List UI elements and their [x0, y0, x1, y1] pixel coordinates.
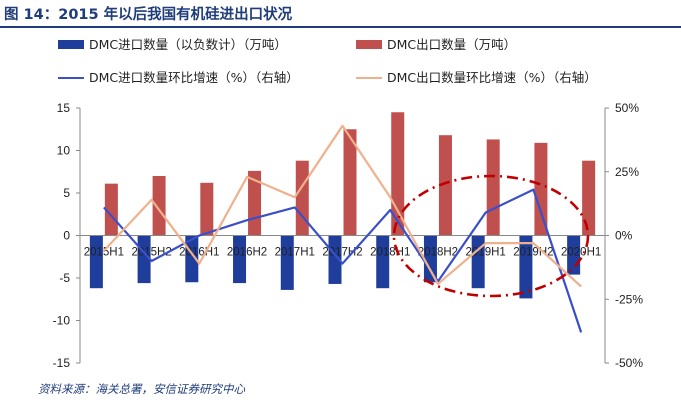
- source-note: 资料来源：海关总署，安信证券研究中心: [38, 382, 245, 396]
- figure-title: 图 14：2015 年以后我国有机硅进出口状况: [4, 7, 293, 23]
- legend-label-export-line: DMC出口数量环比增速（%）（右轴）: [387, 70, 597, 85]
- bar-import: [89, 235, 103, 289]
- bar-import: [233, 235, 247, 284]
- highlight-ellipse: [392, 174, 590, 298]
- x-tick-label: 2016H2: [227, 247, 267, 259]
- title-divider: [0, 26, 681, 28]
- y2-tick-label: 25%: [615, 165, 639, 179]
- y-tick-label: -5: [59, 271, 70, 285]
- bar-import: [328, 235, 342, 284]
- y-tick-label: -10: [53, 314, 71, 328]
- bar-export: [343, 129, 357, 236]
- legend-swatch-export-bar: [356, 40, 382, 49]
- y-tick-label: 15: [57, 101, 71, 115]
- x-tick-label: 2020H1: [561, 247, 601, 259]
- bar-import: [185, 235, 199, 283]
- legend-swatch-import-bar: [58, 40, 84, 49]
- bar-export: [582, 160, 596, 236]
- x-tick-label: 2017H1: [275, 247, 315, 259]
- bar-import: [423, 235, 437, 283]
- x-tick-label: 2015H1: [84, 247, 124, 259]
- bar-export: [534, 142, 548, 236]
- y2-tick-label: -25%: [615, 292, 643, 306]
- bar-export: [295, 160, 309, 236]
- y2-tick-label: 50%: [615, 101, 639, 115]
- x-tick-label: 2018H2: [418, 247, 458, 259]
- x-tick-label: 2019H1: [466, 247, 506, 259]
- bar-export: [486, 139, 500, 236]
- y-tick-label: 5: [63, 186, 70, 200]
- x-tick-label: 2018H1: [370, 247, 410, 259]
- bar-import: [471, 235, 485, 289]
- bar-import: [519, 235, 533, 299]
- y2-tick-label: -50%: [615, 356, 643, 370]
- bar-import: [376, 235, 390, 289]
- x-tick-label: 2016H1: [179, 247, 219, 259]
- y-tick-label: 10: [57, 144, 71, 158]
- y2-tick-label: 0%: [615, 229, 633, 243]
- line-export-growth: [103, 124, 582, 288]
- legend-label-export-bar: DMC出口数量（万吨）: [387, 37, 516, 52]
- legend-label-import-line: DMC进口数量环比增速（%）（右轴）: [89, 70, 299, 85]
- bar-export: [438, 135, 452, 236]
- y-tick-label: -15: [53, 356, 71, 370]
- x-tick-label: 2019H2: [513, 247, 553, 259]
- bar-import: [280, 235, 294, 290]
- legend-label-import-bar: DMC进口数量（以负数计）（万吨）: [89, 37, 287, 52]
- legend: DMC进口数量（以负数计）（万吨） DMC出口数量（万吨） DMC进口数量环比增…: [58, 37, 597, 85]
- x-tick-label: 2017H2: [322, 247, 362, 259]
- line-import-growth: [103, 188, 583, 333]
- bar-export: [104, 183, 118, 236]
- y-tick-label: 0: [63, 229, 70, 243]
- bar-export: [200, 182, 214, 236]
- bar-export: [152, 176, 166, 236]
